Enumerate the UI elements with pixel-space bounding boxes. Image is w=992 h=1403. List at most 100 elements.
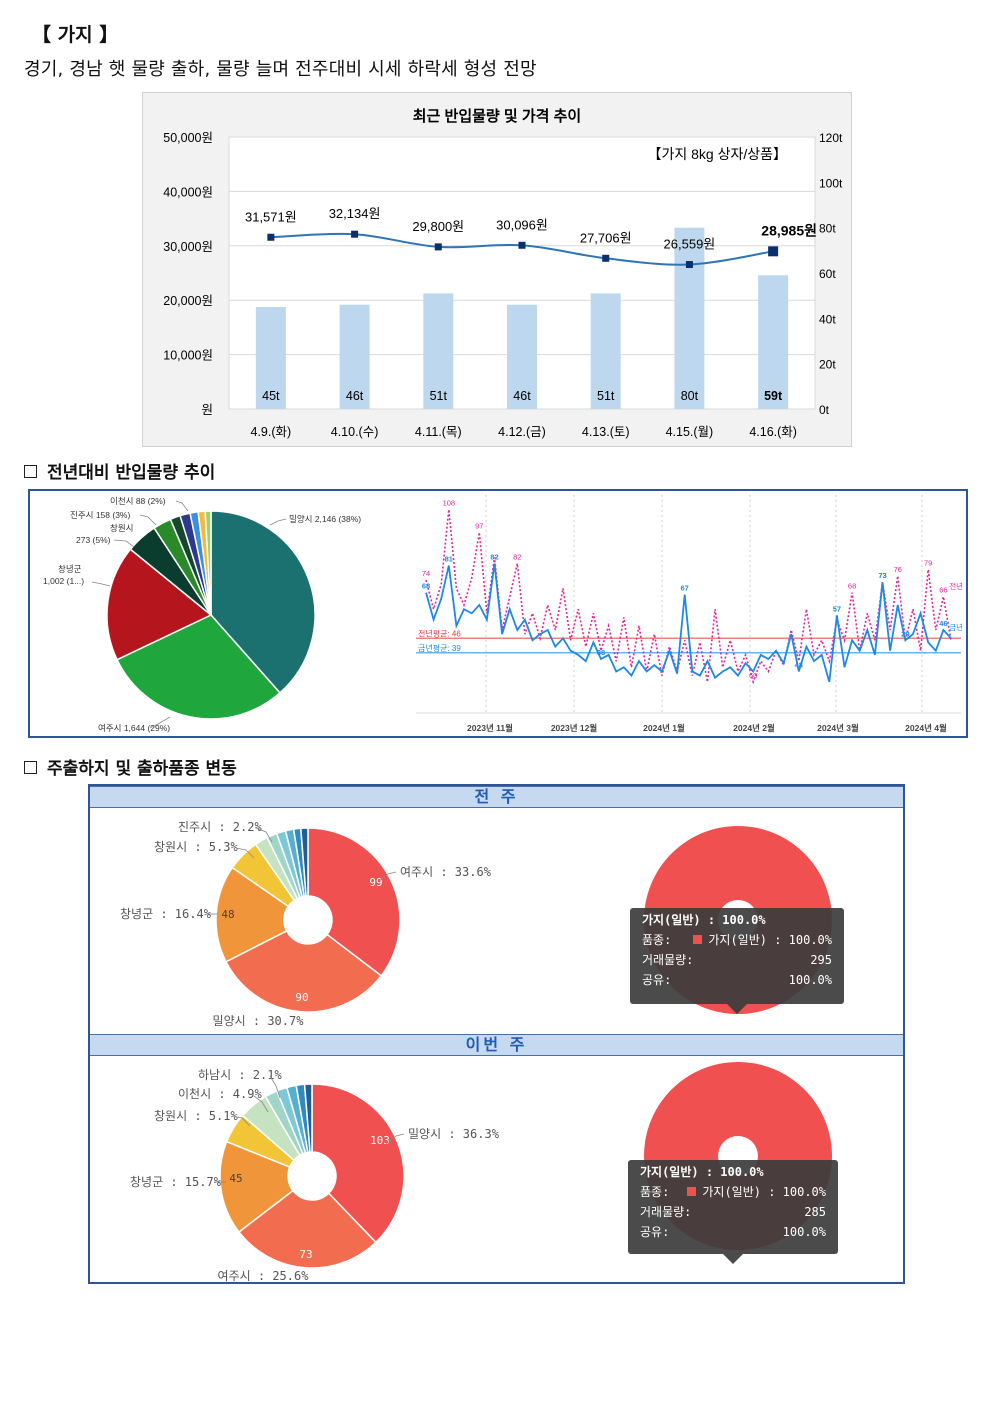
prev-peak-label: 79 <box>924 559 932 568</box>
checkbox-square-icon <box>24 465 37 478</box>
price-marker <box>434 243 442 251</box>
prev-peak-label: 82 <box>513 553 521 562</box>
volume-label: 80t <box>681 389 699 403</box>
curr-series-name: 금년 <box>949 622 963 632</box>
pie-label: 밀양시 : 36.3% <box>408 1127 500 1141</box>
volume-label: 45t <box>262 389 280 403</box>
y-right-tick: 120t <box>819 131 843 145</box>
pie-slice <box>204 510 212 616</box>
curr-peak-label: 38 <box>597 648 605 657</box>
x-month-label: 2024년 2월 <box>733 723 775 733</box>
pie-slice <box>225 929 383 1013</box>
leader-line <box>269 1075 281 1099</box>
pie-label: 창원시 : 5.1% <box>154 1109 238 1123</box>
leader-line <box>385 1133 405 1145</box>
pie-label: 여주시 : 33.6% <box>400 865 492 879</box>
x-tick-label: 4.10.(수) <box>331 425 379 439</box>
pie-value-label: 45 <box>229 1172 242 1185</box>
y-left-tick: 50,000원 <box>163 131 213 145</box>
volume-bar <box>507 304 537 409</box>
chart-title: 최근 반입물량 및 가격 추이 <box>413 107 581 125</box>
curr-peak-label: 81 <box>445 555 453 564</box>
y-right-tick: 20t <box>819 358 836 372</box>
leader-line <box>269 518 287 526</box>
pie-value-label: 99 <box>369 876 382 889</box>
y-right-tick: 40t <box>819 312 836 326</box>
this-week-variety-tooltip: 가지(일반) : 100.0% 품종: 가지(일반) : 100.0% 거래물량:… <box>628 1160 838 1264</box>
price-label: 31,571원 <box>245 209 297 224</box>
volume-label: 51t <box>597 389 615 403</box>
pie-slice <box>307 827 401 977</box>
volume-label: 46t <box>513 389 531 403</box>
x-month-label: 2023년 12월 <box>551 723 598 733</box>
curr-peak-label: 29 <box>901 629 909 638</box>
leader-line <box>253 1095 269 1113</box>
pie-slice <box>215 866 290 963</box>
tooltip-row-share: 공유: 100.0% <box>630 970 844 990</box>
pie-label: 밀양시 2,146 (38%) <box>289 514 361 524</box>
x-month-label: 2024년 3월 <box>817 723 859 733</box>
leader-line <box>377 871 397 883</box>
volume-label: 46t <box>346 389 364 403</box>
prev-peak-label: 68 <box>848 582 856 591</box>
tooltip-volume-value: 285 <box>804 1205 826 1219</box>
tooltip-volume-key: 거래물량: <box>642 953 694 967</box>
tooltip-arrow <box>723 1254 743 1264</box>
pie-label: 여주시 : 25.6% <box>218 1269 310 1282</box>
daily-volume-line-chart: 2023년 11월 2023년 12월 2024년 1월 2024년 2월 2024년 … <box>416 495 963 733</box>
y-right-tick: 0t <box>819 403 830 417</box>
price-marker <box>602 254 610 262</box>
pie-label: 창녕군 <box>58 564 82 574</box>
price-label: 32,134원 <box>329 206 381 221</box>
tooltip-row-variety: 품종: 가지(일반) : 100.0% <box>628 1182 838 1202</box>
pie-slice <box>219 1140 295 1234</box>
pie-label: 273 (5%) <box>76 535 111 545</box>
page-title: 【 가지 】 <box>32 24 119 46</box>
pie-label: 진주시 : 2.2% <box>178 820 262 834</box>
tooltip-share-key: 공유: <box>640 1225 670 1239</box>
pie-label: 1,002 (1...) <box>43 576 84 586</box>
pie-label: 진주시 158 (3%) <box>70 510 130 520</box>
price-label: 28,985원 <box>761 222 817 238</box>
price-marker <box>518 241 526 249</box>
pie-value-label: 90 <box>295 991 308 1004</box>
pie-slice <box>303 1083 313 1153</box>
volume-bar <box>255 307 286 409</box>
pie-label: 이천시 88 (2%) <box>110 496 166 506</box>
tooltip-row-variety: 품종: 가지(일반) : 100.0% <box>630 930 844 950</box>
prev-week-band: 전 주 <box>90 786 903 808</box>
price-label: 27,706원 <box>580 230 632 245</box>
tooltip-share-key: 공유: <box>642 973 672 987</box>
price-marker <box>685 261 693 269</box>
weekly-panel: 전 주 99 90 48 여주시 : 33.6% 밀양시 : 30.7% 창녕군 : 16… <box>88 784 905 1284</box>
price-marker <box>351 230 359 238</box>
page-subtitle: 경기, 경남 햇 물량 출하, 물량 늘며 전주대비 시세 하락세 형성 전망 <box>24 59 537 80</box>
volume-label: 59t <box>764 389 783 403</box>
curr-peak-label: 57 <box>833 604 841 613</box>
chart-note: 【가지 8kg 상자/상품】 <box>647 146 787 162</box>
pie-slice <box>237 1189 377 1269</box>
pie-value-label: 103 <box>370 1134 390 1147</box>
y-left-tick: 원 <box>201 403 213 417</box>
leader-line <box>139 514 157 526</box>
pie-slice <box>106 548 213 661</box>
this-week-band: 이번 주 <box>90 1034 903 1056</box>
volume-label: 51t <box>430 389 448 403</box>
prev-peak-label: 97 <box>475 521 483 530</box>
leader-line <box>175 500 189 512</box>
y-left-tick: 40,000원 <box>163 185 213 199</box>
leader-line <box>149 716 171 729</box>
leader-line <box>255 827 273 843</box>
tooltip-variety-value: 가지(일반) : 100.0% <box>702 1185 826 1199</box>
x-tick-label: 4.15.(월) <box>666 425 714 439</box>
curr-peak-label: 68 <box>422 582 430 591</box>
price-label: 30,096원 <box>496 217 548 232</box>
checkbox-square-icon <box>24 761 37 774</box>
tooltip-title: 가지(일반) : 100.0% <box>640 1165 764 1179</box>
tooltip-volume-key: 거래물량: <box>640 1205 692 1219</box>
prev-peak-label: 108 <box>443 499 456 508</box>
tooltip-volume-value: 295 <box>810 953 832 967</box>
curr-peak-label: 67 <box>681 584 689 593</box>
tooltip-arrow <box>727 1004 747 1014</box>
pie-value-label: 73 <box>299 1248 312 1261</box>
